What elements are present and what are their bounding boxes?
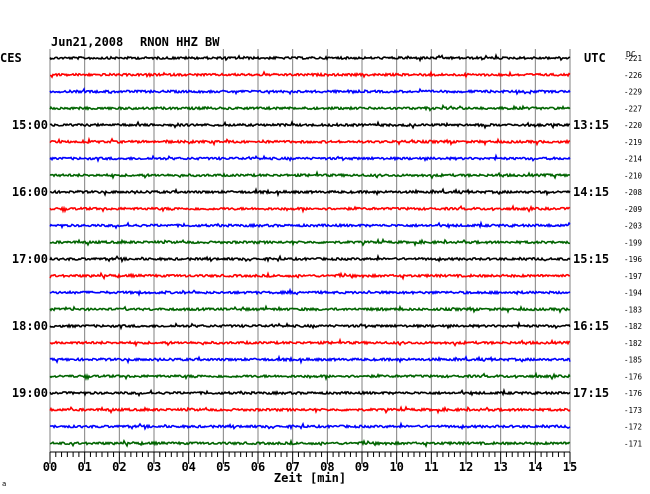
x-tick-label-03: 03 [147,460,161,474]
dc-offset-label: -227 [624,104,642,113]
dc-offset-label: -203 [624,222,642,231]
dc-offset-label: -209 [624,205,642,214]
x-axis-title: Zeit [min] [274,471,346,485]
dc-offset-label: -185 [624,356,642,365]
right-time-label: 15:15 [573,252,609,266]
right-timezone-label: UTC [584,51,606,65]
trace-19 [49,354,571,365]
right-time-label: 17:15 [573,386,609,400]
trace-14 [49,271,571,281]
dc-offset-label: -226 [624,71,643,80]
trace-13 [49,253,571,264]
dc-label: DC [626,50,636,59]
trace-20 [49,371,571,382]
dc-offset-label: -182 [624,322,642,331]
dc-offset-label: -182 [624,339,642,348]
header-station: RNON HHZ BW [140,35,220,49]
trace-7 [49,153,571,163]
dc-offset-label: -197 [624,272,642,281]
dc-offset-label: -194 [624,289,643,298]
dc-offset-label: -176 [624,389,643,398]
trace-3 [49,87,571,96]
dc-offset-label: -171 [624,439,642,448]
x-tick-label-08: 08 [320,460,334,474]
right-time-label: 14:15 [573,185,609,199]
dc-offset-label: -214 [624,155,643,164]
trace-9 [49,187,571,198]
dc-offset-label: -220 [624,121,643,130]
minute-gridlines [49,49,571,452]
x-tick-label-12: 12 [459,460,473,474]
left-hour-label: 16:00 [12,185,48,199]
dc-offset-label: -210 [624,171,643,180]
dc-offset-labels: -221 -226 -229 -227 -220 -219 -214 -210 -208 -209… [624,54,643,448]
right-time-label: 16:15 [573,319,609,333]
trace-22 [49,405,571,415]
left-hour-label: 15:00 [12,118,48,132]
trace-10 [49,204,571,214]
plot-area [50,49,570,454]
left-hour-labels: 15:00 16:00 17:00 18:00 19:00 [12,118,48,400]
right-time-label: 13:15 [573,118,609,132]
trace-24 [49,438,571,449]
trace-12 [49,237,571,248]
trace-group [49,53,571,449]
x-tick-label-14: 14 [528,460,542,474]
left-timezone-label: CES [0,51,22,65]
x-tick-label-01: 01 [77,460,91,474]
trace-23 [49,421,571,431]
x-tick-label-06: 06 [251,460,265,474]
trace-16 [49,304,571,314]
x-tick-labels: 00 01 02 03 04 05 06 07 08 09 10 11 12 13 14 15 [43,460,577,474]
dc-offset-label: -219 [624,138,642,147]
dc-offset-label: -183 [624,305,642,314]
dc-offset-label: -173 [624,406,642,415]
x-tick-label-13: 13 [493,460,507,474]
trace-15 [49,287,571,297]
x-tick-label-11: 11 [424,460,438,474]
trace-21 [49,387,571,398]
left-hour-label: 19:00 [12,386,48,400]
x-axis-ticks [49,452,571,464]
trace-8 [49,170,571,180]
trace-17 [49,320,571,331]
header-date: Jun21,2008 [51,35,123,49]
x-tick-label-02: 02 [112,460,126,474]
dc-offset-label: -176 [624,372,643,381]
x-tick-label-04: 04 [181,460,195,474]
corner-mark: a [2,480,6,488]
x-tick-label-10: 10 [389,460,403,474]
dc-offset-label: -199 [624,238,642,247]
left-hour-label: 18:00 [12,319,48,333]
left-hour-label: 17:00 [12,252,48,266]
trace-4 [49,103,571,112]
x-tick-label-09: 09 [355,460,369,474]
dc-offset-label: -229 [624,88,642,97]
trace-18 [49,337,571,348]
right-time-labels: 13:15 14:15 15:15 16:15 17:15 [573,118,609,400]
trace-6 [49,136,571,147]
x-tick-label-05: 05 [216,460,230,474]
x-tick-label-15: 15 [563,460,577,474]
trace-5 [49,120,571,130]
x-tick-label-00: 00 [43,460,57,474]
dc-offset-label: -221 [624,54,642,63]
dc-offset-label: -208 [624,188,643,197]
dc-offset-label: -196 [624,255,643,264]
trace-2 [49,69,571,79]
x-tick-label-07: 07 [285,460,299,474]
dc-offset-label: -172 [624,423,642,432]
trace-11 [49,220,571,230]
trace-1 [49,53,571,63]
